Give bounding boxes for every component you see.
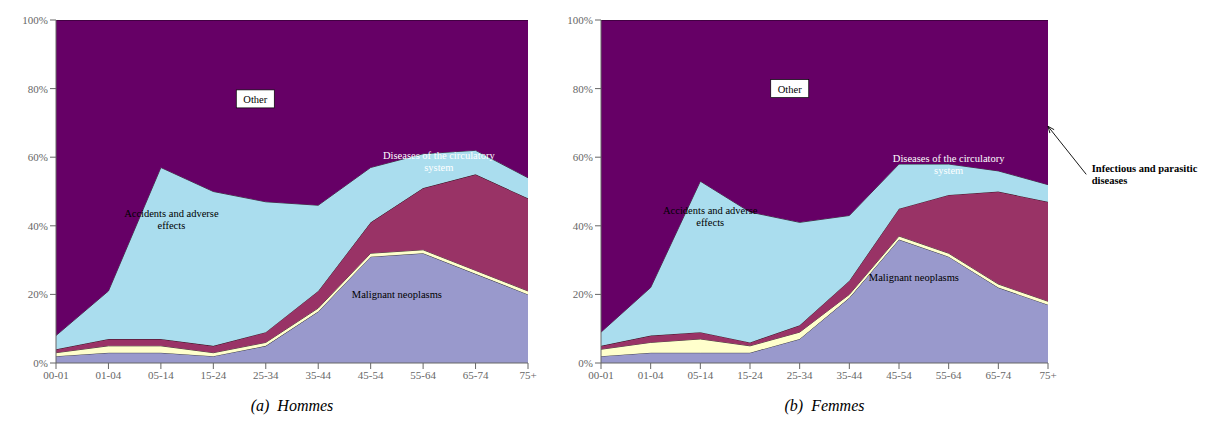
svg-text:35-44: 35-44 <box>836 369 862 381</box>
svg-text:15-24: 15-24 <box>737 369 763 381</box>
svg-text:80%: 80% <box>28 83 48 95</box>
svg-text:Diseases of the circulatorysys: Diseases of the circulatorysystem <box>893 153 1005 176</box>
svg-text:25-34: 25-34 <box>787 369 813 381</box>
svg-text:Infectious and parasiticdiseas: Infectious and parasiticdiseases <box>1092 163 1198 186</box>
svg-text:Other: Other <box>243 93 267 104</box>
svg-text:Accidents and adverseeffects: Accidents and adverseeffects <box>663 204 758 227</box>
svg-text:Accidents and adverseeffects: Accidents and adverseeffects <box>124 207 219 230</box>
svg-text:15-24: 15-24 <box>200 369 226 381</box>
svg-text:25-34: 25-34 <box>253 369 279 381</box>
svg-text:Malignant neoplasms: Malignant neoplasms <box>869 272 959 283</box>
svg-text:75+: 75+ <box>1039 369 1056 381</box>
svg-text:65-74: 65-74 <box>985 369 1011 381</box>
html-text:(b) Femmes: (b) Femmes <box>784 397 865 414</box>
svg-text:05-14: 05-14 <box>687 369 713 381</box>
svg-text:60%: 60% <box>28 151 48 163</box>
svg-text:01-04: 01-04 <box>96 369 122 381</box>
svg-text:40%: 40% <box>573 220 593 232</box>
svg-text:Diseases of the circulatorysys: Diseases of the circulatorysystem <box>383 149 495 172</box>
svg-text:Other: Other <box>778 83 802 94</box>
svg-text:35-44: 35-44 <box>305 369 331 381</box>
svg-text:65-74: 65-74 <box>463 369 489 381</box>
svg-text:45-54: 45-54 <box>886 369 912 381</box>
svg-text:100%: 100% <box>22 14 48 26</box>
svg-text:05-14: 05-14 <box>148 369 174 381</box>
html-text:(a) Hommes: (a) Hommes <box>250 397 334 414</box>
svg-text:0%: 0% <box>578 357 593 369</box>
svg-text:45-54: 45-54 <box>358 369 384 381</box>
svg-text:00-01: 00-01 <box>588 369 614 381</box>
svg-text:75+: 75+ <box>519 369 536 381</box>
svg-text:20%: 20% <box>28 288 48 300</box>
svg-text:01-04: 01-04 <box>638 369 664 381</box>
svg-text:55-64: 55-64 <box>410 369 436 381</box>
svg-text:20%: 20% <box>573 288 593 300</box>
svg-text:60%: 60% <box>573 151 593 163</box>
svg-text:80%: 80% <box>573 83 593 95</box>
svg-text:40%: 40% <box>28 220 48 232</box>
svg-text:0%: 0% <box>33 357 48 369</box>
svg-text:100%: 100% <box>567 14 593 26</box>
svg-text:55-64: 55-64 <box>936 369 962 381</box>
svg-text:Malignant neoplasms: Malignant neoplasms <box>352 289 442 300</box>
svg-text:00-01: 00-01 <box>43 369 69 381</box>
